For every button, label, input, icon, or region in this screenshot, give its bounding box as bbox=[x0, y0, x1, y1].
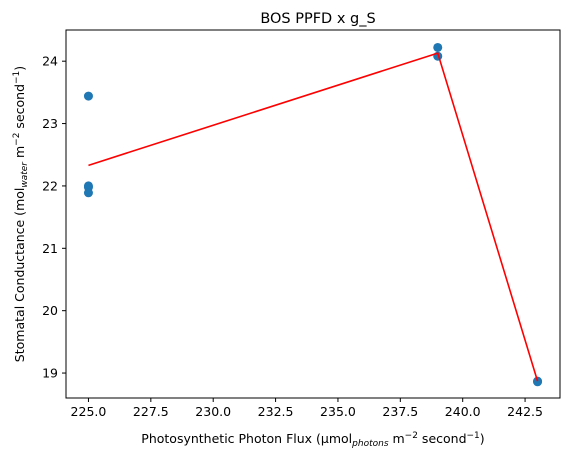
y-tick-label: 22 bbox=[42, 178, 58, 193]
x-axis: 225.0 227.5 230.0 232.5 235.0 237.5 240.0 242.5 bbox=[71, 398, 543, 419]
x-axis-label: Photosynthetic Photon Flux (µmolphotons … bbox=[141, 431, 484, 449]
y-tick-label: 19 bbox=[42, 366, 58, 381]
plot-frame bbox=[65, 29, 561, 399]
chart-title: BOS PPFD x g_S bbox=[260, 11, 375, 27]
y-tick-label: 20 bbox=[42, 303, 58, 318]
x-tick-label: 237.5 bbox=[382, 404, 418, 419]
x-tick-label: 240.0 bbox=[445, 404, 481, 419]
y-tick-label: 24 bbox=[42, 54, 58, 69]
series-layer bbox=[83, 42, 543, 387]
scatter-point bbox=[83, 188, 93, 198]
scatter-point bbox=[533, 377, 543, 387]
scatter-point bbox=[83, 91, 93, 101]
fit-line bbox=[88, 52, 539, 382]
x-tick-label: 227.5 bbox=[133, 404, 169, 419]
x-tick-label: 225.0 bbox=[71, 404, 107, 419]
y-tick-label: 23 bbox=[42, 116, 58, 131]
scatter-point bbox=[433, 42, 443, 52]
x-tick-label: 242.5 bbox=[507, 404, 543, 419]
y-tick-label: 21 bbox=[42, 241, 58, 256]
y-axis: 19 20 21 22 23 24 bbox=[42, 54, 66, 381]
plot-area bbox=[65, 29, 561, 399]
x-tick-label: 232.5 bbox=[258, 404, 294, 419]
y-axis-label: Stomatal Conductance (molwater m−2 secon… bbox=[12, 66, 30, 362]
x-tick-label: 230.0 bbox=[195, 404, 231, 419]
x-tick-label: 235.0 bbox=[320, 404, 356, 419]
